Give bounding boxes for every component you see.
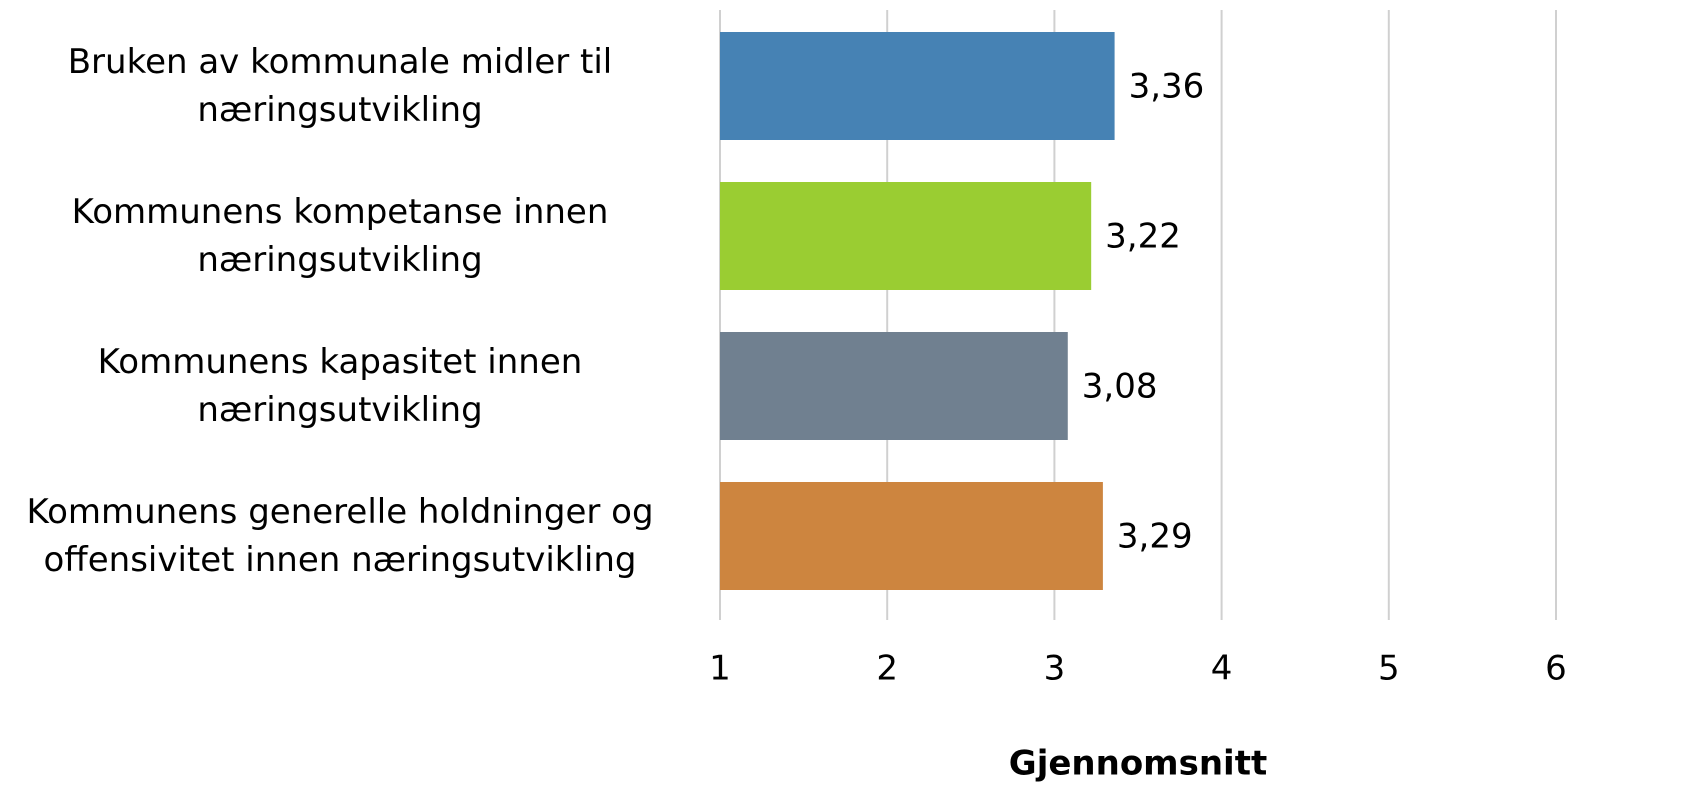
x-tick-label: 6	[1545, 649, 1567, 689]
x-tick-label: 2	[876, 649, 898, 689]
bar	[720, 332, 1068, 440]
bar	[720, 32, 1115, 140]
x-tick-label: 5	[1378, 649, 1400, 689]
category-label: Kommunens kompetanse innen næringsutvikl…	[71, 192, 609, 280]
value-label: 3,29	[1117, 517, 1193, 557]
x-tick-label: 3	[1044, 649, 1066, 689]
bar	[720, 482, 1103, 590]
x-axis-title: Gjennomsnitt	[1009, 744, 1267, 784]
category-label: Bruken av kommunale midler til næringsut…	[67, 42, 613, 130]
value-label: 3,36	[1129, 67, 1205, 107]
category-label: Kommunens generelle holdninger og offens…	[26, 492, 654, 580]
value-label: 3,08	[1082, 367, 1158, 407]
category-label: Kommunens kapasitet innen næringsutvikli…	[97, 342, 583, 430]
x-tick-label: 4	[1211, 649, 1233, 689]
value-label: 3,22	[1105, 217, 1181, 257]
bar	[720, 182, 1092, 290]
x-tick-label: 1	[709, 649, 731, 689]
